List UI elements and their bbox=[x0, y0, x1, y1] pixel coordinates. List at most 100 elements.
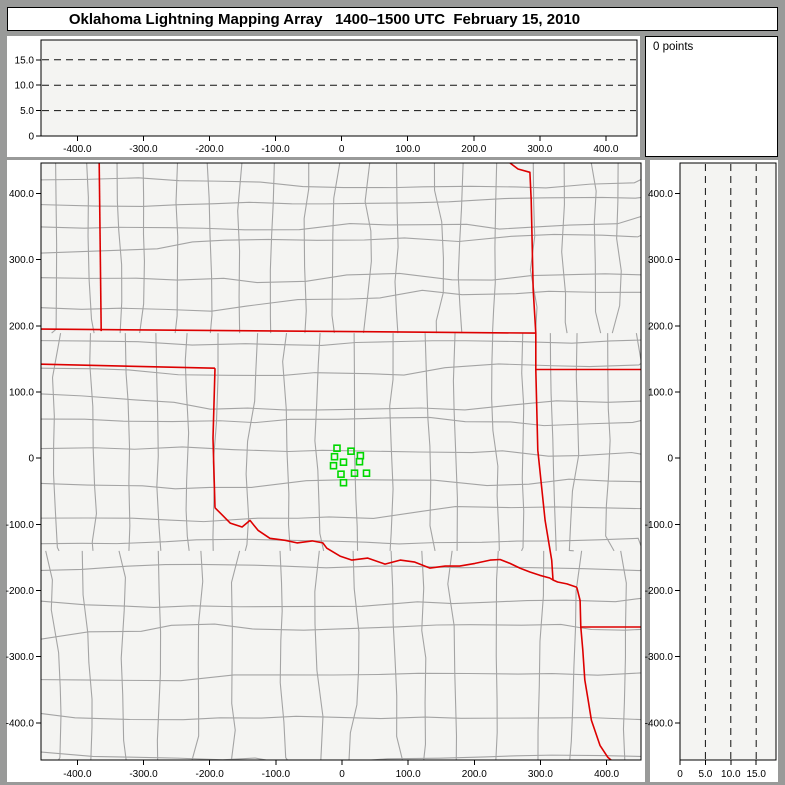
county-line bbox=[41, 289, 641, 312]
y-tick-label: 0 bbox=[28, 454, 34, 465]
map-layers bbox=[41, 163, 641, 760]
station-marker bbox=[339, 458, 348, 467]
county-line bbox=[421, 550, 427, 760]
county-line bbox=[45, 550, 62, 760]
map-panel: 400.0300.0200.0100.00-100.0-200.0-300.0-… bbox=[6, 160, 645, 782]
altitude-ns-panel: 400.0 300.0 200.0 100.0 0 -100.0 -200.0 -300.0 -… bbox=[645, 160, 778, 782]
x-tick-label: -300.0 bbox=[129, 769, 158, 780]
county-line bbox=[41, 563, 641, 572]
x-tick-label: 5.0 bbox=[698, 769, 712, 780]
state-borders bbox=[41, 163, 641, 760]
county-line bbox=[303, 163, 310, 334]
x-tick-label: -100.0 bbox=[261, 144, 290, 155]
county-line bbox=[41, 363, 641, 377]
state-border-line bbox=[509, 163, 537, 370]
state-border-line bbox=[41, 363, 216, 369]
county-line bbox=[394, 163, 399, 334]
county-line bbox=[230, 550, 241, 760]
county-line bbox=[41, 216, 641, 231]
county-line bbox=[41, 537, 641, 547]
county-line bbox=[269, 163, 275, 334]
dashed-altitude-gridlines bbox=[42, 59, 636, 112]
title-bar: Oklahoma Lightning Mapping Array 1400–15… bbox=[7, 7, 778, 31]
y-tick-label: 0 bbox=[28, 132, 34, 143]
county-line bbox=[89, 333, 98, 551]
y-tick-label: 300.0 bbox=[9, 255, 34, 266]
y-tick-label: -100.0 bbox=[645, 520, 674, 531]
county-line bbox=[124, 333, 131, 551]
x-tick-label: 0 bbox=[339, 769, 345, 780]
county-line bbox=[41, 177, 641, 189]
y-tick-label: -400.0 bbox=[6, 718, 35, 729]
county-line bbox=[41, 751, 641, 760]
state-border-line bbox=[98, 163, 102, 332]
y-tick-label: 100.0 bbox=[648, 388, 673, 399]
x-axis-ticks: -400.0 -300.0 -200.0 -100.0 0 100.0 200.0 300.0… bbox=[63, 760, 620, 780]
county-line bbox=[41, 339, 641, 346]
y-tick-label: 200.0 bbox=[9, 321, 34, 332]
state-border-line bbox=[576, 587, 612, 760]
county-line bbox=[155, 333, 162, 551]
county-line bbox=[244, 333, 259, 551]
x-axis-ticks: 0 5.0 10.0 15.0 bbox=[677, 760, 766, 780]
x-tick-label: 400.0 bbox=[594, 769, 619, 780]
x-tick-label: 300.0 bbox=[527, 144, 552, 155]
plot-area[interactable] bbox=[40, 39, 638, 137]
state-border-line bbox=[535, 369, 554, 581]
county-line bbox=[314, 333, 325, 551]
state-border-line bbox=[214, 507, 578, 589]
x-tick-label: 15.0 bbox=[746, 769, 766, 780]
station-marker bbox=[350, 469, 359, 478]
dashed-altitude-gridlines bbox=[704, 164, 757, 759]
y-tick-label: -400.0 bbox=[645, 718, 674, 729]
county-line bbox=[174, 163, 179, 334]
x-tick-label: 0 bbox=[339, 144, 345, 155]
county-line bbox=[41, 446, 641, 457]
county-line bbox=[348, 550, 360, 760]
x-tick-label: 300.0 bbox=[528, 769, 553, 780]
county-line bbox=[41, 393, 641, 411]
y-tick-label: -100.0 bbox=[6, 520, 35, 531]
y-axis-ticks: 400.0 300.0 200.0 100.0 0 -100.0 -200.0 -300.0 -… bbox=[6, 189, 41, 729]
y-axis-ticks: 0 5.0 10.0 15.0 bbox=[15, 55, 41, 143]
station-markers bbox=[329, 444, 371, 487]
y-tick-label: -300.0 bbox=[645, 652, 674, 663]
x-tick-label: -400.0 bbox=[63, 769, 92, 780]
county-line bbox=[81, 550, 93, 760]
y-axis-ticks: 400.0 300.0 200.0 100.0 0 -100.0 -200.0 -300.0 -… bbox=[645, 189, 680, 729]
y-tick-label: 300.0 bbox=[648, 255, 673, 266]
x-tick-label: 200.0 bbox=[462, 769, 487, 780]
county-line bbox=[331, 163, 341, 334]
county-line bbox=[41, 597, 641, 608]
y-tick-label: 400.0 bbox=[9, 189, 34, 200]
plot-area[interactable] bbox=[679, 162, 777, 761]
county-line bbox=[569, 550, 583, 760]
y-tick-label: 400.0 bbox=[648, 189, 673, 200]
station-marker bbox=[330, 452, 339, 461]
x-tick-label: -200.0 bbox=[196, 769, 225, 780]
county-line bbox=[116, 163, 123, 334]
county-line bbox=[424, 333, 436, 551]
points-counter-panel: 0 points bbox=[645, 36, 778, 157]
station-marker bbox=[329, 461, 338, 470]
county-line bbox=[51, 333, 62, 552]
x-tick-label: -200.0 bbox=[195, 144, 224, 155]
county-line bbox=[389, 333, 394, 551]
county-line bbox=[86, 163, 95, 334]
county-line bbox=[41, 478, 641, 490]
y-tick-label: 5.0 bbox=[20, 106, 34, 117]
state-border-line bbox=[212, 368, 216, 508]
county-line bbox=[590, 163, 602, 334]
county-line bbox=[41, 196, 641, 208]
county-line bbox=[495, 550, 499, 760]
county-line bbox=[191, 550, 204, 760]
y-tick-label: -300.0 bbox=[6, 652, 35, 663]
y-tick-label: 15.0 bbox=[15, 55, 35, 66]
y-tick-label: 10.0 bbox=[15, 81, 35, 92]
county-line bbox=[611, 163, 622, 334]
county-line bbox=[452, 333, 458, 551]
points-count-label: 0 points bbox=[653, 41, 694, 53]
county-line bbox=[314, 550, 324, 760]
county-line bbox=[537, 550, 545, 760]
